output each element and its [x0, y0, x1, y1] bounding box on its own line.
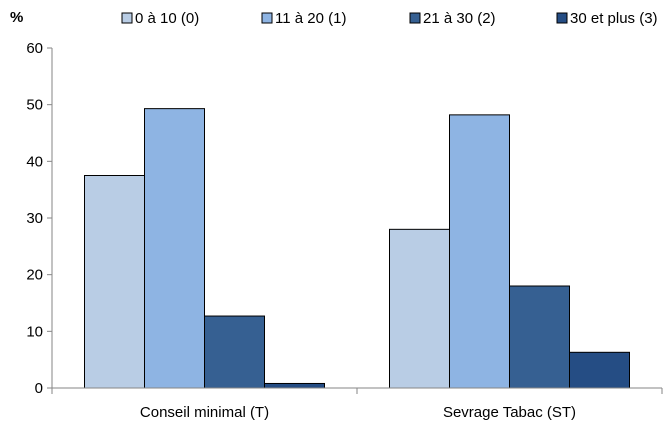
y-tick-label: 30	[26, 210, 43, 227]
legend: 0 à 10 (0) 11 à 20 (1) 21 à 30 (2) 30 et pl…	[121, 10, 658, 27]
category-label: Conseil minimal (T)	[140, 404, 269, 421]
bar	[264, 382, 325, 389]
bar	[144, 108, 205, 389]
y-tick-label: 50	[26, 97, 43, 114]
legend-label: 11 à 20 (1)	[275, 10, 346, 27]
legend-swatch	[409, 12, 421, 24]
axes	[51, 48, 663, 394]
legend-label: 30 et plus (3)	[570, 10, 658, 27]
y-axis-label: %	[10, 9, 23, 26]
y-tick-label: 0	[35, 380, 43, 397]
category-label: Sevrage Tabac (ST)	[443, 404, 576, 421]
bar	[389, 228, 450, 389]
bar	[509, 285, 570, 389]
x-axis-labels: Conseil minimal (T) Sevrage Tabac (ST)	[140, 404, 576, 421]
legend-label: 0 à 10 (0)	[135, 10, 199, 27]
bar	[449, 114, 510, 389]
y-tick-label: 60	[26, 40, 43, 57]
legend-swatch	[261, 12, 273, 24]
y-tick-label: 20	[26, 267, 43, 284]
y-axis-ticks: 0 10 20 30 40 50 60	[26, 40, 52, 397]
legend-label: 21 à 30 (2)	[423, 10, 496, 27]
y-tick-label: 40	[26, 153, 43, 170]
legend-swatch	[556, 12, 568, 24]
legend-swatch	[121, 12, 133, 24]
bar	[569, 351, 630, 389]
bar	[84, 175, 145, 389]
bars	[84, 108, 630, 389]
y-tick-label: 10	[26, 323, 43, 340]
bar	[204, 315, 265, 389]
